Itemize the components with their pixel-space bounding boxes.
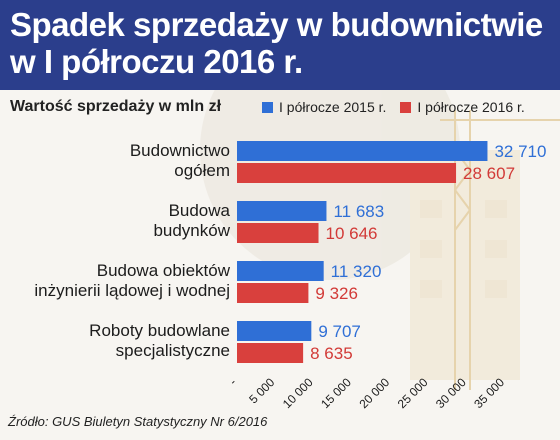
- legend-item-2015: I półrocze 2015 r.: [262, 99, 386, 115]
- bar-2015: [237, 261, 324, 281]
- category-label-line: Roboty budowlane: [89, 321, 230, 340]
- x-axis: -5 000 10 000 15 000 20 000 25 000 30 000 35 0…: [226, 375, 507, 411]
- chart-title: Spadek sprzedaży w budownictwie w I półr…: [10, 6, 543, 80]
- data-label: 11 683: [333, 202, 384, 221]
- x-tick-label: 5 000: [246, 375, 277, 406]
- legend-item-2016: I półrocze 2016 r.: [400, 99, 525, 115]
- data-label: 10 646: [326, 224, 378, 243]
- category-label-line: inżynierii lądowej i wodnej: [34, 281, 230, 300]
- category-label: Budowa obiektów inżynierii lądowej i wodn…: [34, 261, 230, 300]
- legend-swatch-2015: [262, 101, 273, 113]
- x-tick-label: -: [226, 375, 239, 388]
- header-band: Spadek sprzedaży w budownictwie w I półr…: [0, 0, 560, 90]
- category-label-line: Budowa: [169, 201, 231, 220]
- bar-2016: [237, 283, 309, 303]
- legend-label-2015: I półrocze 2015 r.: [279, 99, 387, 115]
- bar-2016: [237, 163, 457, 183]
- data-label: 28 607: [463, 164, 515, 183]
- x-tick-label: 20 000: [356, 375, 392, 411]
- data-label: 9 326: [315, 284, 358, 303]
- category-label: Budownictwo ogółem: [130, 141, 230, 180]
- legend-label-2016: I półrocze 2016 r.: [417, 99, 525, 115]
- category-label-line: Budowa obiektów: [97, 261, 231, 280]
- data-label: 32 710: [494, 142, 546, 161]
- x-tick-label: 30 000: [433, 375, 469, 411]
- category-label: Roboty budowlane specjalistyczne: [89, 321, 230, 360]
- category-label-line: ogółem: [174, 161, 230, 180]
- legend-swatch-2016: [400, 101, 412, 113]
- bar-2015: [237, 201, 327, 221]
- legend: I półrocze 2015 r. I półrocze 2016 r.: [262, 99, 539, 115]
- source-note: Źródło: GUS Biuletyn Statystyczny Nr 6/2…: [8, 414, 268, 429]
- bar-2016: [237, 343, 304, 363]
- x-tick-label: 35 000: [471, 375, 507, 411]
- category-label-line: budynków: [153, 221, 230, 240]
- bar-2015: [237, 141, 488, 161]
- category-label: Budowa budynków: [153, 201, 230, 240]
- chart-subtitle: Wartość sprzedaży w mln zł: [10, 98, 222, 115]
- plot-area: Budownictwo ogółem 32 710 28 607 Budowa budyn…: [34, 141, 546, 363]
- bar-2015: [237, 321, 312, 341]
- x-tick-label: 15 000: [318, 375, 354, 411]
- data-label: 8 635: [310, 344, 353, 363]
- data-label: 9 707: [318, 322, 361, 341]
- category-label-line: specjalistyczne: [116, 341, 230, 360]
- category-label-line: Budownictwo: [130, 141, 230, 160]
- data-label: 11 320: [331, 262, 382, 281]
- x-tick-label: 10 000: [280, 375, 316, 411]
- bar-2016: [237, 223, 319, 243]
- x-tick-label: 25 000: [395, 375, 431, 411]
